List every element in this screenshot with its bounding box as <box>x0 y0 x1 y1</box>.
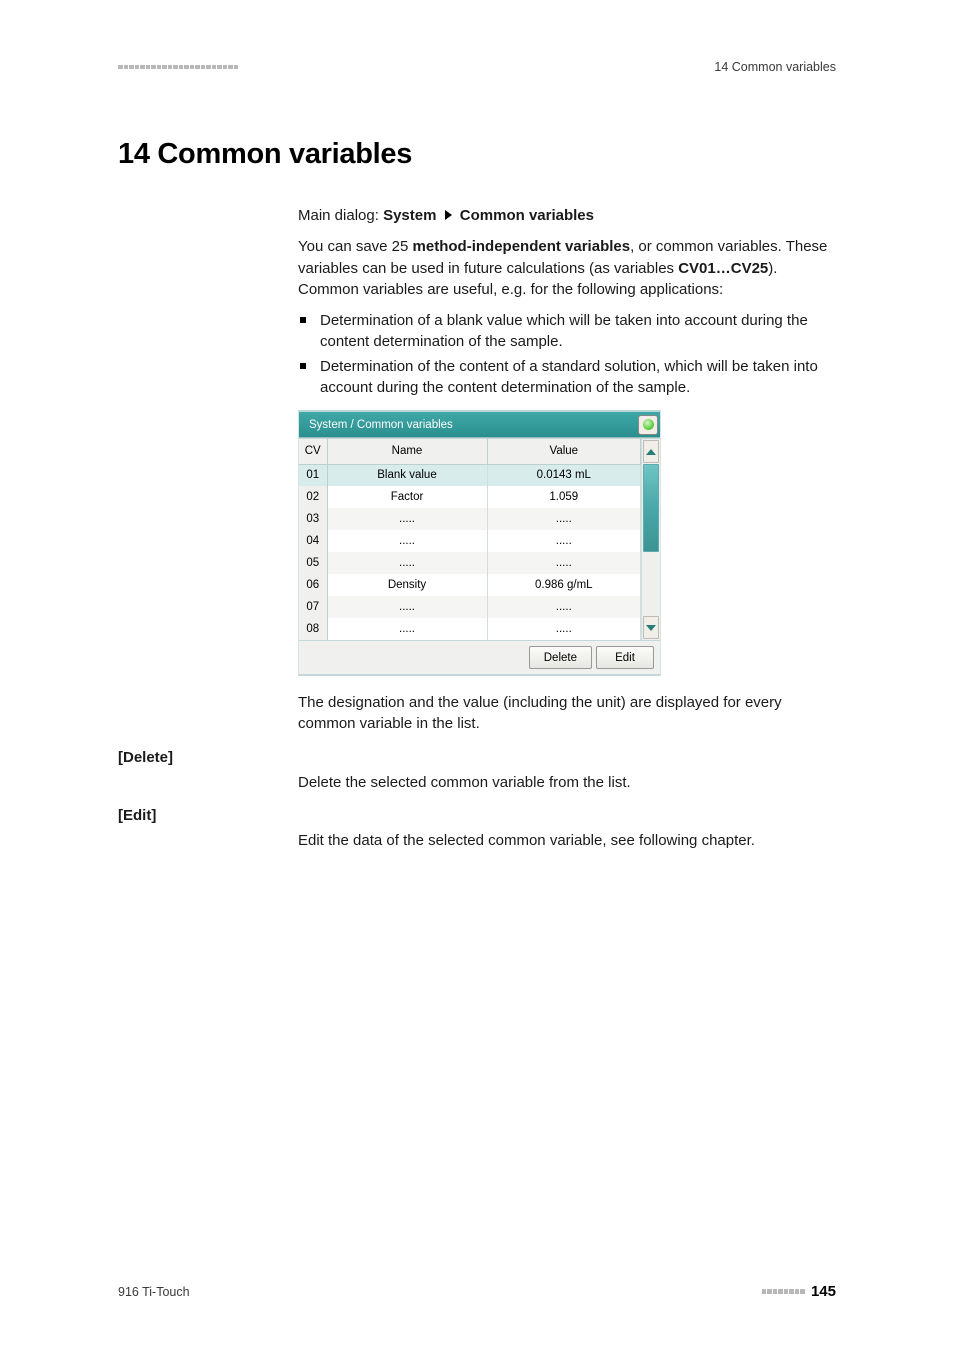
table-header-row: CV Name Value <box>299 439 641 464</box>
table-row[interactable]: 03.......... <box>299 508 641 530</box>
header-decor-squares <box>118 65 238 70</box>
breadcrumb-path2: Common variables <box>460 207 594 224</box>
scroll-track[interactable] <box>642 464 660 615</box>
ss-footer: Delete Edit <box>299 640 660 674</box>
scroll-thumb[interactable] <box>643 464 659 552</box>
cell-name: ..... <box>327 530 487 552</box>
cell-name: ..... <box>327 508 487 530</box>
def-edit-body: Edit the data of the selected common var… <box>298 830 836 851</box>
cell-value: 0.0143 mL <box>487 464 641 486</box>
scroll-up-button[interactable] <box>643 440 659 463</box>
intro-text-2a: CV01…CV25 <box>678 260 768 277</box>
ss-body: CV Name Value 01Blank value0.0143 mL02Fa… <box>299 438 660 640</box>
def-delete-term: [Delete] <box>118 749 836 766</box>
col-name: Name <box>327 439 487 464</box>
bullet-item: Determination of a blank value which wil… <box>298 310 836 352</box>
breadcrumb: Main dialog: System Common variables <box>298 205 836 226</box>
page-number: 145 <box>811 1283 836 1300</box>
cell-cv: 08 <box>299 618 327 640</box>
intro-text-1b: method-independent variables <box>413 238 631 255</box>
cell-cv: 04 <box>299 530 327 552</box>
table-row[interactable]: 01Blank value0.0143 mL <box>299 464 641 486</box>
def-delete-body: Delete the selected common variable from… <box>298 772 836 793</box>
def-edit-term: [Edit] <box>118 807 836 824</box>
cell-value: 1.059 <box>487 486 641 508</box>
footer-right: 145 <box>762 1283 836 1300</box>
ss-table: CV Name Value 01Blank value0.0143 mL02Fa… <box>299 439 641 640</box>
table-row[interactable]: 06Density0.986 g/mL <box>299 574 641 596</box>
ss-title: System / Common variables <box>309 417 453 433</box>
header-right-text: 14 Common variables <box>714 60 836 74</box>
triangle-icon <box>445 210 452 220</box>
cell-cv: 05 <box>299 552 327 574</box>
cell-cv: 06 <box>299 574 327 596</box>
section-heading: 14 Common variables <box>118 138 836 171</box>
breadcrumb-prefix: Main dialog: <box>298 207 383 224</box>
cell-value: ..... <box>487 596 641 618</box>
post-screenshot-text: The designation and the value (including… <box>298 692 836 735</box>
ss-scrollbar <box>641 439 660 640</box>
table-row[interactable]: 05.......... <box>299 552 641 574</box>
table-row[interactable]: 02Factor1.059 <box>299 486 641 508</box>
cell-name: Factor <box>327 486 487 508</box>
cell-name: ..... <box>327 618 487 640</box>
chevron-up-icon <box>646 449 656 455</box>
breadcrumb-path1: System <box>383 207 436 224</box>
home-icon <box>643 419 654 430</box>
cell-value: ..... <box>487 508 641 530</box>
cell-value: ..... <box>487 552 641 574</box>
cell-name: ..... <box>327 552 487 574</box>
embedded-screenshot: System / Common variables CV Name Value … <box>298 410 661 676</box>
cell-value: ..... <box>487 618 641 640</box>
edit-button[interactable]: Edit <box>596 646 654 669</box>
cell-cv: 02 <box>299 486 327 508</box>
table-row[interactable]: 07.......... <box>299 596 641 618</box>
col-value: Value <box>487 439 641 464</box>
intro-text-1a: You can save 25 <box>298 238 413 255</box>
page-header: 14 Common variables <box>118 60 836 74</box>
chevron-down-icon <box>646 625 656 631</box>
cell-name: Density <box>327 574 487 596</box>
cell-name: ..... <box>327 596 487 618</box>
footer-left-text: 916 Ti-Touch <box>118 1285 190 1299</box>
bullet-list: Determination of a blank value which wil… <box>298 310 836 398</box>
ss-titlebar: System / Common variables <box>299 412 660 438</box>
cell-value: ..... <box>487 530 641 552</box>
table-row[interactable]: 08.......... <box>299 618 641 640</box>
cell-value: 0.986 g/mL <box>487 574 641 596</box>
footer-decor-squares <box>762 1289 805 1294</box>
delete-button[interactable]: Delete <box>529 646 592 669</box>
cell-cv: 03 <box>299 508 327 530</box>
page-footer: 916 Ti-Touch 145 <box>118 1283 836 1300</box>
cell-cv: 07 <box>299 596 327 618</box>
cell-name: Blank value <box>327 464 487 486</box>
col-cv: CV <box>299 439 327 464</box>
table-row[interactable]: 04.......... <box>299 530 641 552</box>
bullet-item: Determination of the content of a standa… <box>298 356 836 398</box>
intro-paragraph: You can save 25 method-independent varia… <box>298 236 836 300</box>
scroll-down-button[interactable] <box>643 616 659 639</box>
ss-home-button[interactable] <box>638 415 658 435</box>
cell-cv: 01 <box>299 464 327 486</box>
